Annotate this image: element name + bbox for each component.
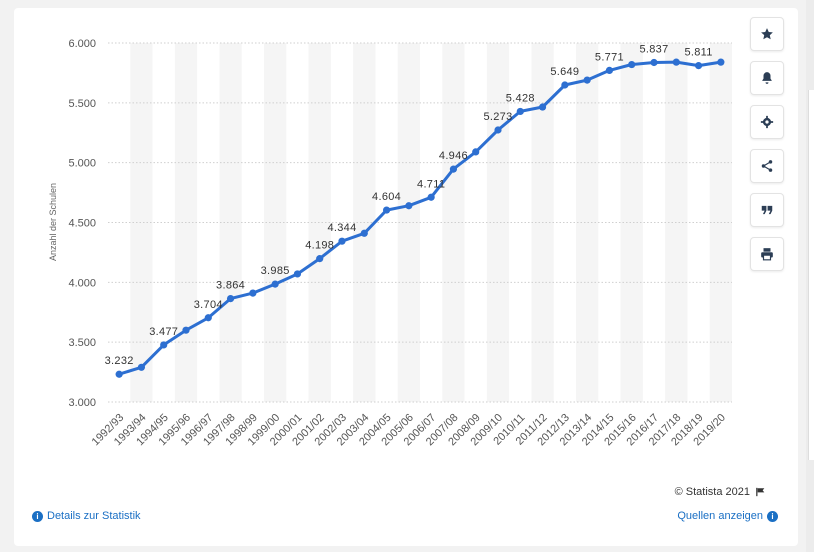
series-path (117, 60, 723, 376)
data-point (628, 60, 636, 69)
gear-icon (760, 115, 774, 129)
data-point (160, 341, 168, 349)
data-point (405, 202, 413, 210)
data-point (605, 66, 614, 75)
category-band (264, 43, 287, 402)
data-point (182, 326, 190, 334)
y-tick-label: 3.500 (68, 337, 96, 349)
info-icon: i (767, 510, 778, 522)
copyright-text: © Statista 2021 (674, 486, 750, 498)
category-band (442, 43, 465, 402)
data-point (672, 58, 680, 66)
y-gridlines (108, 42, 732, 403)
data-label: 4.344 (327, 222, 356, 234)
data-label: 3.985 (261, 265, 290, 277)
data-label: 5.771 (595, 51, 624, 63)
data-point (694, 62, 703, 70)
data-label: 5.649 (550, 66, 579, 78)
data-label: 4.198 (305, 240, 334, 252)
category-band (576, 43, 599, 402)
data-point (316, 255, 324, 263)
series-line (115, 58, 725, 378)
star-icon (761, 28, 773, 40)
y-axis-label: Anzahl der Schulen (48, 183, 58, 261)
category-band (308, 43, 331, 402)
y-tick-label: 5.500 (68, 98, 96, 110)
data-label: 5.428 (506, 92, 535, 104)
data-point (717, 58, 725, 66)
data-point (516, 107, 524, 116)
data-point (271, 280, 279, 288)
info-icon: i (32, 510, 43, 522)
data-point (226, 295, 235, 303)
data-label: 3.232 (105, 355, 134, 367)
data-point (650, 58, 658, 67)
y-tick-label: 3.000 (68, 397, 96, 409)
bell-icon (762, 72, 772, 84)
y-tick-label: 4.000 (68, 277, 96, 289)
y-tick-label: 6.000 (68, 38, 96, 50)
sources-label: Quellen anzeigen (677, 510, 763, 522)
action-sidebar (750, 17, 784, 281)
adjacent-panel-edge (806, 0, 814, 552)
y-tick-label: 4.500 (68, 218, 96, 230)
data-point (382, 206, 391, 214)
data-label: 5.837 (639, 44, 668, 56)
data-point (293, 270, 302, 278)
data-point (583, 76, 591, 84)
data-point (204, 314, 212, 322)
print-button[interactable] (750, 237, 784, 271)
settings-button[interactable] (750, 105, 784, 139)
data-label: 5.811 (684, 47, 712, 59)
data-label: 5.273 (483, 111, 512, 123)
x-axis-ticks: 1992/931993/941994/951995/961996/971997/… (90, 412, 728, 449)
y-axis-ticks: 3.000 3.500 4.000 4.500 5.000 5.500 6.000 (68, 38, 96, 409)
data-label: 4.604 (372, 191, 401, 203)
data-point (494, 126, 502, 134)
cite-button[interactable] (750, 193, 784, 227)
copyright: © Statista 2021 (675, 486, 766, 498)
data-label: 4.711 (417, 178, 445, 190)
printer-icon (761, 248, 773, 261)
data-point (115, 370, 123, 378)
data-point (538, 103, 547, 111)
sources-link[interactable]: Quellen anzeigen i (677, 510, 778, 522)
details-link[interactable]: i Details zur Statistik (32, 510, 141, 522)
data-point (137, 363, 146, 371)
data-point (249, 289, 257, 297)
data-point (427, 193, 435, 201)
share-icon (761, 160, 773, 172)
y-tick-label: 5.000 (68, 158, 96, 170)
data-label: 3.704 (194, 299, 223, 311)
data-label: 3.477 (149, 326, 178, 338)
data-point (360, 229, 368, 237)
category-band (130, 43, 153, 402)
details-label: Details zur Statistik (47, 510, 141, 522)
category-band (620, 43, 643, 402)
flag-icon[interactable] (756, 487, 766, 497)
data-labels: 3.232 3.477 3.704 3.864 3.985 4.198 4.344 4.604… (105, 44, 713, 368)
data-point (561, 81, 569, 89)
share-button[interactable] (750, 149, 784, 183)
data-label: 4.946 (439, 150, 468, 162)
data-point (338, 237, 346, 245)
data-label: 3.864 (216, 280, 245, 292)
data-point (449, 165, 458, 173)
quote-icon (761, 205, 773, 215)
notification-button[interactable] (750, 61, 784, 95)
favorite-button[interactable] (750, 17, 784, 51)
data-point (472, 148, 480, 156)
category-band (397, 43, 420, 402)
